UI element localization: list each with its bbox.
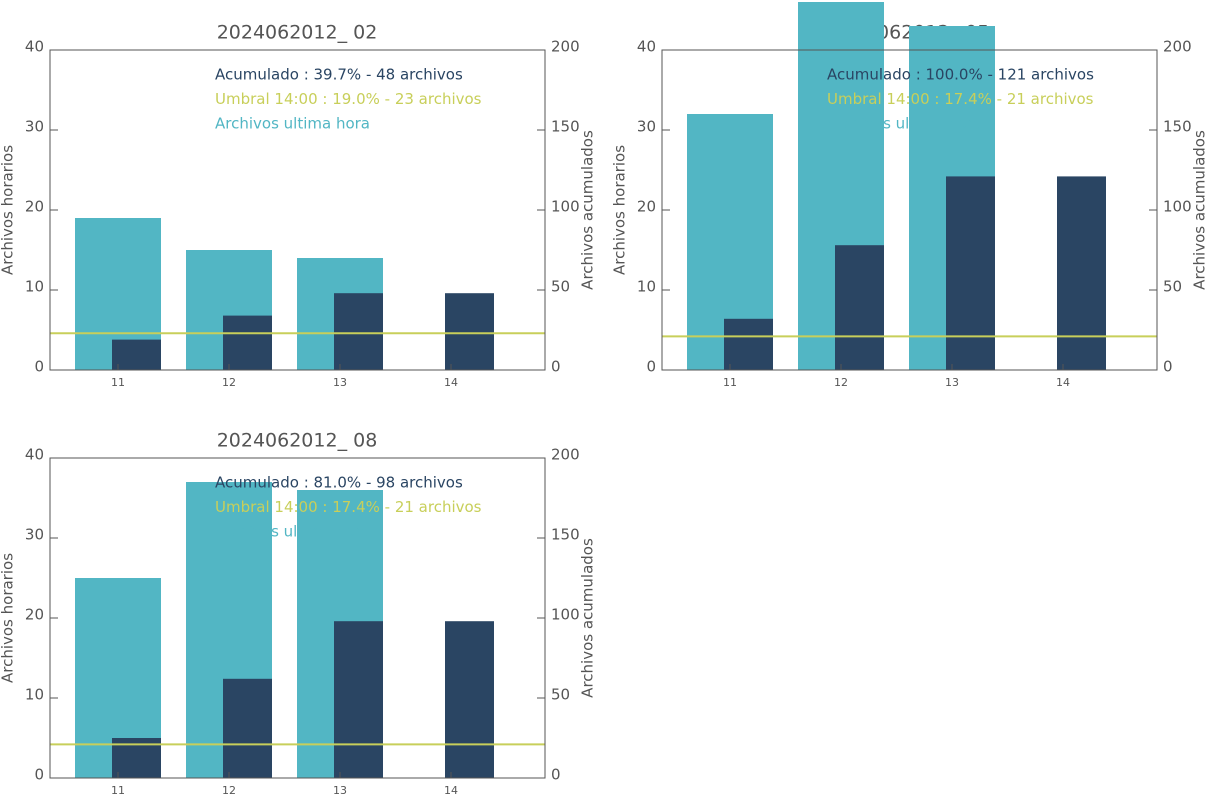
x-tick-label: 13 [333,784,347,796]
y2-axis-label: Archivos acumulados [579,130,597,290]
y-tick-label: 40 [25,446,44,464]
x-tick-label: 14 [444,784,458,796]
bar [445,621,494,778]
y2-tick-label: 100 [1163,198,1192,216]
annotation: Archivos ultima hora [215,523,370,541]
panel: 2024062012_ 08 0 10 20 30 40 0 50 100 150 200 11 12 1… [0,430,597,796]
y-tick-label: 30 [25,526,44,544]
y-axis-label: Archivos horarios [0,145,17,275]
y2-tick-label: 200 [551,38,580,56]
y2-tick-label: 200 [1163,38,1192,56]
annotation: Umbral 14:00 : 19.0% - 23 archivos [215,90,482,108]
annotation: Acumulado : 100.0% - 121 archivos [827,66,1094,84]
y2-tick-label: 0 [1163,358,1173,376]
y-tick-label: 0 [646,358,656,376]
bar [223,315,272,370]
y2-tick-label: 100 [551,198,580,216]
y-tick-label: 40 [25,38,44,56]
y-tick-label: 40 [637,38,656,56]
y-tick-label: 30 [637,118,656,136]
bar [445,293,494,370]
y-tick-label: 20 [25,606,44,624]
annotation: Archivos ultima hora [827,115,982,133]
x-tick-label: 11 [723,376,737,389]
x-tick-label: 13 [945,376,959,389]
y2-tick-label: 150 [551,526,580,544]
annotation: Umbral 14:00 : 17.4% - 21 archivos [827,90,1094,108]
x-tick-label: 14 [1056,376,1070,389]
chart-title: 2024062012_ 02 [217,22,378,44]
y-tick-label: 10 [637,278,656,296]
y2-tick-label: 200 [551,446,580,464]
y2-tick-label: 0 [551,358,561,376]
bar [1057,176,1106,370]
y-tick-label: 20 [637,198,656,216]
bar [334,293,383,370]
y-tick-label: 10 [25,686,44,704]
annotation: Archivos ultima hora [215,115,370,133]
bar [946,176,995,370]
y2-tick-label: 150 [1163,118,1192,136]
y-tick-label: 0 [34,766,44,784]
bar [223,678,272,778]
bar [835,245,884,370]
y2-tick-label: 150 [551,118,580,136]
x-tick-label: 12 [834,376,848,389]
bar [724,318,773,370]
y2-tick-label: 50 [551,686,570,704]
y-tick-label: 0 [34,358,44,376]
x-tick-label: 13 [333,376,347,389]
x-tick-label: 14 [444,376,458,389]
y-axis-label: Archivos horarios [0,553,17,683]
y2-tick-label: 0 [551,766,561,784]
y-axis-label: Archivos horarios [611,145,629,275]
y2-axis-label: Archivos acumulados [1191,130,1206,290]
y2-axis-label: Archivos acumulados [579,538,597,698]
bar [334,621,383,778]
y2-tick-label: 50 [1163,278,1182,296]
annotation: Acumulado : 39.7% - 48 archivos [215,66,463,84]
panel: 2024062012_ 0501020304005010015020011121… [611,2,1206,389]
y2-tick-label: 50 [551,278,570,296]
y-tick-label: 30 [25,118,44,136]
x-tick-label: 12 [222,376,236,389]
panel: 2024062012_ 02 0 10 20 30 40 0 50 100 150 200 11 12 1… [0,22,597,390]
y2-tick-label: 100 [551,606,580,624]
annotation: Umbral 14:00 : 17.4% - 21 archivos [215,498,482,516]
x-tick-label: 11 [111,784,125,796]
x-tick-label: 11 [111,376,125,389]
y-tick-label: 20 [25,198,44,216]
chart-title: 2024062012_ 08 [217,430,378,452]
bar [112,339,161,370]
x-tick-label: 12 [222,784,236,796]
y-tick-label: 10 [25,278,44,296]
annotation: Acumulado : 81.0% - 98 archivos [215,474,463,492]
